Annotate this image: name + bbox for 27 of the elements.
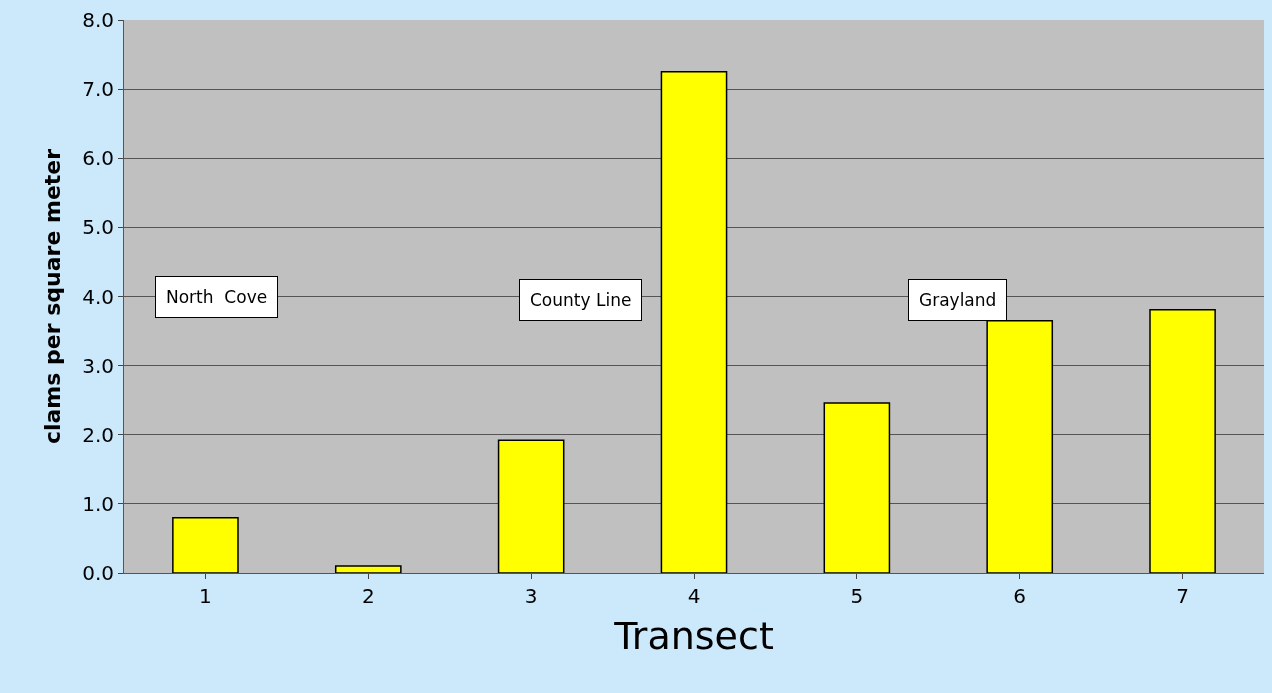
y-axis-title: clams per square meter	[39, 148, 65, 445]
y-tick-label: 6.0	[82, 146, 114, 171]
y-tick-label: 4.0	[82, 284, 114, 309]
y-tick-label: 0.0	[82, 561, 114, 585]
x-tick-label: 6	[1013, 584, 1027, 608]
bar	[1149, 308, 1216, 573]
annotation: Grayland	[919, 290, 997, 310]
annotation: North Cove	[166, 287, 268, 307]
x-tick-label: 5	[850, 584, 864, 608]
x-tick-label: 4	[687, 584, 701, 608]
y-tick-label: 5.0	[82, 215, 114, 240]
x-axis-title: Transect	[613, 614, 774, 659]
y-tick-label: 7.0	[82, 77, 114, 102]
x-tick-label: 2	[361, 584, 375, 608]
bar	[334, 565, 402, 573]
bar	[823, 402, 891, 573]
bar	[497, 439, 565, 573]
y-tick-label: 1.0	[82, 491, 114, 516]
annotation: County Line	[530, 290, 632, 310]
bar	[172, 516, 239, 573]
y-tick-label: 2.0	[82, 422, 114, 447]
x-tick-label: 7	[1176, 584, 1189, 608]
y-tick-label: 3.0	[82, 353, 114, 378]
x-tick-label: 1	[199, 584, 212, 608]
y-tick-label: 8.0	[82, 8, 114, 32]
bar	[660, 71, 728, 573]
x-tick-label: 3	[524, 584, 538, 608]
